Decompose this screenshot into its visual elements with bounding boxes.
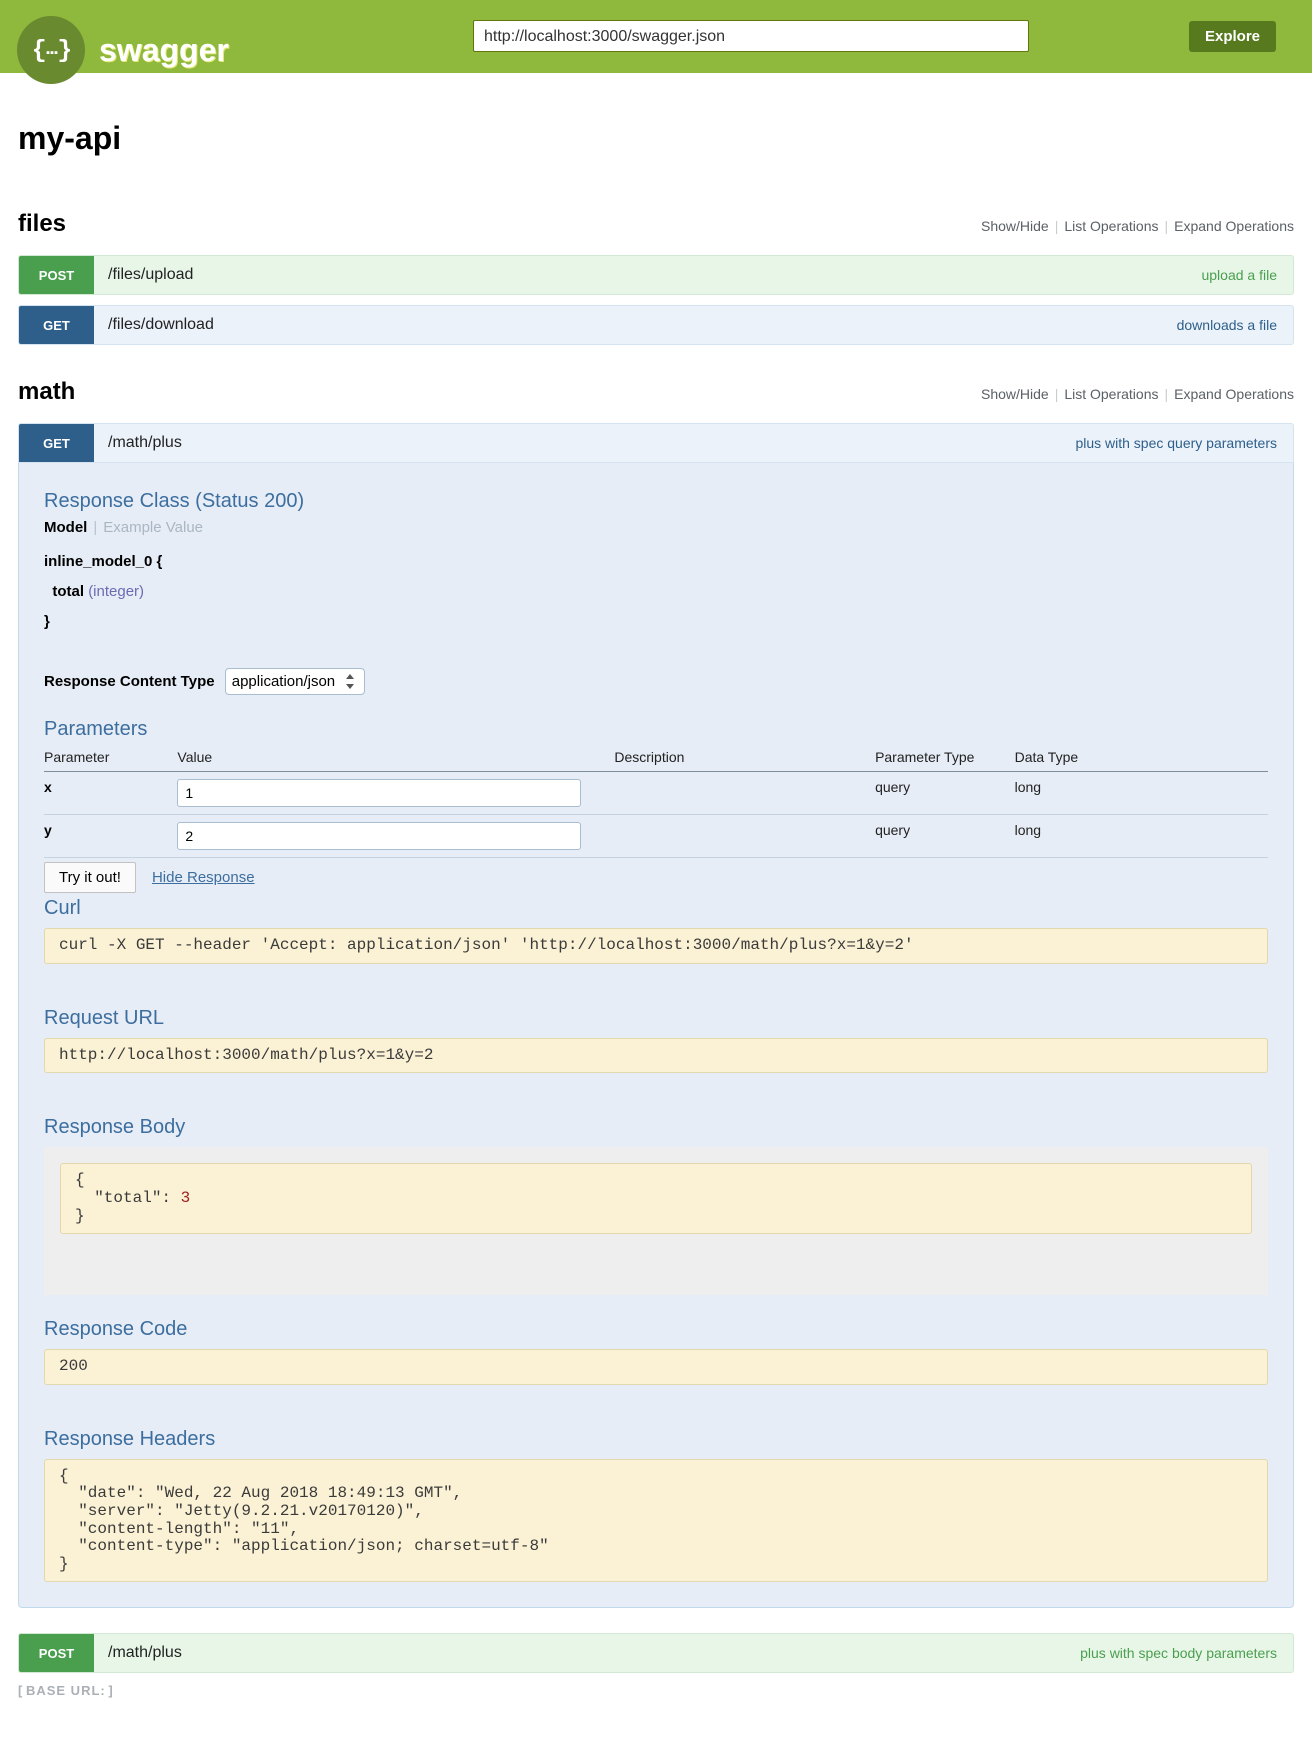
svg-text:}: } xyxy=(57,37,71,65)
svg-text:{: { xyxy=(32,37,47,65)
